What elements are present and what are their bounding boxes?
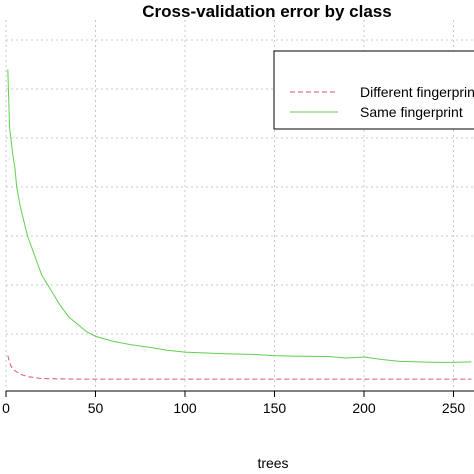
legend-label-1: Different fingerprint — [360, 84, 474, 100]
legend-box — [273, 50, 474, 130]
x-tick-label-3: 150 — [263, 400, 287, 416]
series-line-2 — [7, 69, 472, 363]
x-tick-label-2: 100 — [173, 400, 197, 416]
x-tick-label-4: 200 — [352, 400, 376, 416]
chart-title: Cross-validation error by class — [142, 2, 392, 21]
legend: Different fingerprint Same fingerprint — [273, 50, 474, 130]
series-lines — [7, 69, 472, 380]
legend-label-2: Same fingerprint — [360, 104, 463, 120]
x-tick-label-1: 50 — [88, 400, 104, 416]
x-axis-ticks: 0 50 100 150 200 250 — [2, 391, 465, 416]
series-line-1 — [7, 355, 472, 380]
x-tick-label-0: 0 — [2, 400, 10, 416]
x-tick-label-5: 250 — [442, 400, 466, 416]
x-axis-title: trees — [257, 455, 288, 471]
